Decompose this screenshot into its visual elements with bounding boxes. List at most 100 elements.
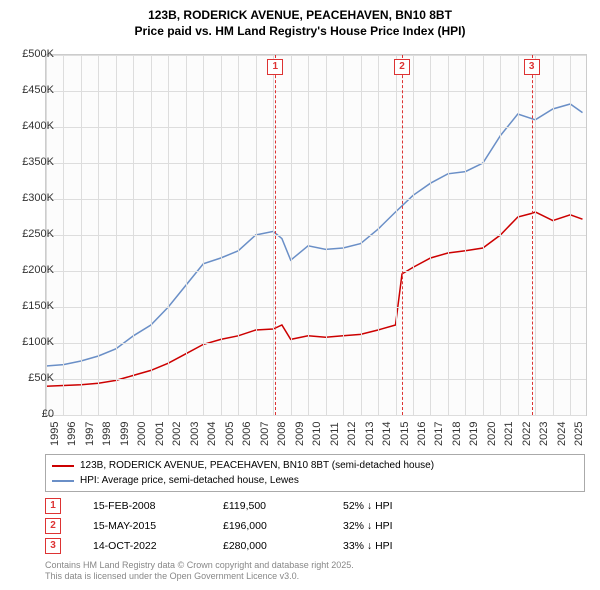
event-price: £196,000 bbox=[223, 520, 343, 532]
gridline-h bbox=[46, 343, 586, 344]
gridline-v bbox=[221, 55, 222, 415]
legend-item: HPI: Average price, semi-detached house,… bbox=[52, 473, 578, 488]
event-price: £119,500 bbox=[223, 500, 343, 512]
x-axis-label: 2023 bbox=[538, 422, 550, 446]
x-axis-label: 2006 bbox=[241, 422, 253, 446]
gridline-h bbox=[46, 271, 586, 272]
gridline-v bbox=[430, 55, 431, 415]
series-price_paid bbox=[46, 212, 583, 386]
y-axis-label: £100K bbox=[22, 336, 54, 348]
gridline-h bbox=[46, 379, 586, 380]
event-delta: 52% ↓ HPI bbox=[343, 500, 393, 512]
gridline-v bbox=[186, 55, 187, 415]
y-axis-label: £350K bbox=[22, 156, 54, 168]
gridline-v bbox=[570, 55, 571, 415]
x-axis-label: 2007 bbox=[259, 422, 271, 446]
event-marker-line bbox=[402, 55, 403, 415]
event-table: 115-FEB-2008£119,50052% ↓ HPI 2 15-MAY-201… bbox=[45, 496, 585, 556]
gridline-v bbox=[343, 55, 344, 415]
gridline-v bbox=[291, 55, 292, 415]
x-axis-label: 2020 bbox=[486, 422, 498, 446]
gridline-v bbox=[116, 55, 117, 415]
title-line-2: Price paid vs. HM Land Registry's House … bbox=[0, 24, 600, 40]
legend-swatch bbox=[52, 465, 74, 467]
legend-swatch bbox=[52, 480, 74, 482]
x-axis-label: 2019 bbox=[468, 422, 480, 446]
x-axis-label: 2004 bbox=[206, 422, 218, 446]
event-marker-badge: 2 bbox=[394, 59, 410, 75]
gridline-v bbox=[413, 55, 414, 415]
title-line-1: 123B, RODERICK AVENUE, PEACEHAVEN, BN10 … bbox=[0, 8, 600, 24]
y-axis-label: £150K bbox=[22, 300, 54, 312]
gridline-v bbox=[81, 55, 82, 415]
x-axis-label: 2000 bbox=[136, 422, 148, 446]
x-axis-label: 2015 bbox=[399, 422, 411, 446]
event-row: 3 14-OCT-2022£280,00033% ↓ HPI bbox=[45, 536, 585, 556]
gridline-v bbox=[308, 55, 309, 415]
x-axis-label: 2012 bbox=[346, 422, 358, 446]
gridline-v bbox=[203, 55, 204, 415]
x-axis-label: 1995 bbox=[49, 422, 61, 446]
gridline-v bbox=[518, 55, 519, 415]
event-num-badge: 1 bbox=[45, 498, 61, 514]
legend-label: HPI: Average price, semi-detached house,… bbox=[80, 473, 299, 488]
y-axis-label: £300K bbox=[22, 192, 54, 204]
x-axis-label: 1998 bbox=[101, 422, 113, 446]
gridline-v bbox=[151, 55, 152, 415]
footer-line-1: Contains HM Land Registry data © Crown c… bbox=[45, 560, 354, 571]
gridline-v bbox=[378, 55, 379, 415]
event-row: 115-FEB-2008£119,50052% ↓ HPI bbox=[45, 496, 585, 516]
gridline-v bbox=[168, 55, 169, 415]
x-axis-label: 2017 bbox=[433, 422, 445, 446]
event-row: 2 15-MAY-2015£196,00032% ↓ HPI bbox=[45, 516, 585, 536]
y-axis-label: £0 bbox=[42, 408, 54, 420]
x-axis-label: 2024 bbox=[556, 422, 568, 446]
gridline-v bbox=[326, 55, 327, 415]
gridline-v bbox=[256, 55, 257, 415]
x-axis-label: 2002 bbox=[171, 422, 183, 446]
chart-title: 123B, RODERICK AVENUE, PEACEHAVEN, BN10 … bbox=[0, 0, 600, 39]
legend-label: 123B, RODERICK AVENUE, PEACEHAVEN, BN10 … bbox=[80, 458, 434, 473]
event-delta: 32% ↓ HPI bbox=[343, 520, 393, 532]
gridline-v bbox=[361, 55, 362, 415]
x-axis-label: 2001 bbox=[154, 422, 166, 446]
event-date: 15-MAY-2015 bbox=[93, 520, 223, 532]
event-price: £280,000 bbox=[223, 540, 343, 552]
event-date: 14-OCT-2022 bbox=[93, 540, 223, 552]
event-delta: 33% ↓ HPI bbox=[343, 540, 393, 552]
footer-attribution: Contains HM Land Registry data © Crown c… bbox=[45, 560, 354, 583]
event-marker-line bbox=[275, 55, 276, 415]
footer-line-2: This data is licensed under the Open Gov… bbox=[45, 571, 354, 582]
y-axis-label: £500K bbox=[22, 48, 54, 60]
x-axis-label: 2010 bbox=[311, 422, 323, 446]
gridline-v bbox=[500, 55, 501, 415]
x-axis-label: 2011 bbox=[329, 422, 341, 446]
gridline-h bbox=[46, 415, 586, 416]
event-num-badge: 3 bbox=[45, 538, 61, 554]
event-num-badge: 2 bbox=[45, 518, 61, 534]
x-axis-label: 1999 bbox=[119, 422, 131, 446]
gridline-v bbox=[98, 55, 99, 415]
legend: 123B, RODERICK AVENUE, PEACEHAVEN, BN10 … bbox=[45, 454, 585, 492]
gridline-v bbox=[133, 55, 134, 415]
gridline-v bbox=[448, 55, 449, 415]
gridline-h bbox=[46, 55, 586, 56]
x-axis-label: 2008 bbox=[276, 422, 288, 446]
y-axis-label: £250K bbox=[22, 228, 54, 240]
event-marker-badge: 3 bbox=[524, 59, 540, 75]
event-marker-badge: 1 bbox=[267, 59, 283, 75]
gridline-v bbox=[553, 55, 554, 415]
x-axis-label: 2021 bbox=[503, 422, 515, 446]
y-axis-label: £50K bbox=[28, 372, 54, 384]
gridline-v bbox=[63, 55, 64, 415]
x-axis-label: 2013 bbox=[364, 422, 376, 446]
gridline-h bbox=[46, 307, 586, 308]
gridline-h bbox=[46, 127, 586, 128]
x-axis-label: 2016 bbox=[416, 422, 428, 446]
chart-plot-area: 1 2 3 bbox=[45, 54, 587, 416]
gridline-h bbox=[46, 91, 586, 92]
gridline-v bbox=[273, 55, 274, 415]
gridline-v bbox=[238, 55, 239, 415]
gridline-h bbox=[46, 199, 586, 200]
gridline-v bbox=[483, 55, 484, 415]
